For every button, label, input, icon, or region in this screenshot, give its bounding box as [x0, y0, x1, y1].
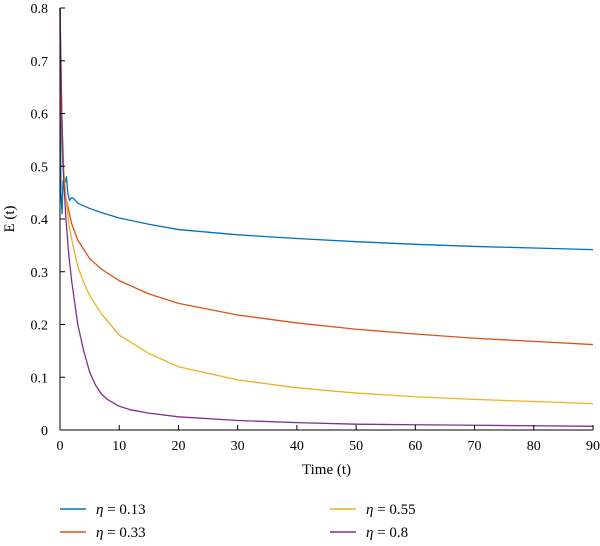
x-tick-label: 70 — [468, 439, 482, 454]
y-tick-label: 0.3 — [31, 266, 49, 281]
x-tick-label: 30 — [231, 439, 245, 454]
y-tick-label: 0.7 — [31, 55, 49, 70]
legend-value: = 0.55 — [373, 502, 415, 518]
legend-value: = 0.33 — [103, 525, 145, 541]
legend-symbol: η — [96, 502, 103, 518]
x-tick-label: 60 — [408, 439, 422, 454]
legend-symbol: η — [96, 525, 103, 541]
y-tick-label: 0.6 — [31, 108, 49, 123]
x-tick-label: 90 — [586, 439, 600, 454]
legend-symbol: η — [366, 525, 373, 541]
x-tick-label: 0 — [57, 439, 64, 454]
series-line-4 — [59, 7, 594, 427]
series-layer — [59, 7, 594, 427]
y-tick-label: 0.4 — [31, 213, 49, 228]
legend-label-1: η = 0.13 — [96, 502, 146, 518]
x-tick-label: 80 — [527, 439, 541, 454]
series-line-2 — [59, 7, 594, 346]
x-tick-label: 20 — [171, 439, 185, 454]
legend-label-2: η = 0.33 — [96, 525, 146, 541]
y-axis-title: E (t) — [2, 205, 18, 232]
y-tick-label: 0.1 — [31, 371, 49, 386]
series-line-3 — [59, 7, 594, 405]
legend-symbol: η — [366, 502, 373, 518]
y-tick-label: 0.5 — [31, 160, 49, 175]
legend-value: = 0.13 — [103, 502, 145, 518]
axes-layer: 0 10 20 30 40 50 60 70 80 90 0 0.1 0.2 0.3 0.4 0.5 0.6 0.… — [31, 2, 600, 454]
x-tick-label: 40 — [290, 439, 304, 454]
y-tick-label: 0.8 — [31, 2, 49, 17]
x-tick-label: 10 — [112, 439, 126, 454]
x-axis-title: Time (t) — [302, 462, 351, 478]
legend-label-4: η = 0.8 — [366, 525, 408, 541]
y-tick-label: 0.2 — [31, 319, 49, 334]
legend: η = 0.13η = 0.33η = 0.55η = 0.8 — [60, 502, 416, 541]
legend-label-3: η = 0.55 — [366, 502, 416, 518]
series-line-1 — [59, 7, 594, 251]
legend-value: = 0.8 — [373, 525, 408, 541]
x-tick-label: 50 — [349, 439, 363, 454]
y-tick-label: 0 — [41, 424, 48, 439]
